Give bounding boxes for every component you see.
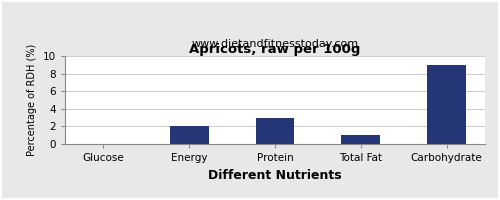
Y-axis label: Percentage of RDH (%): Percentage of RDH (%) [28, 44, 38, 156]
Bar [428, 65, 466, 144]
Text: www.dietandfitnesstoday.com: www.dietandfitnesstoday.com [192, 39, 358, 49]
Bar [170, 126, 208, 144]
Bar [256, 118, 294, 144]
Title: Apricots, raw per 100g: Apricots, raw per 100g [190, 43, 360, 56]
Bar [342, 135, 380, 144]
X-axis label: Different Nutrients: Different Nutrients [208, 169, 342, 182]
